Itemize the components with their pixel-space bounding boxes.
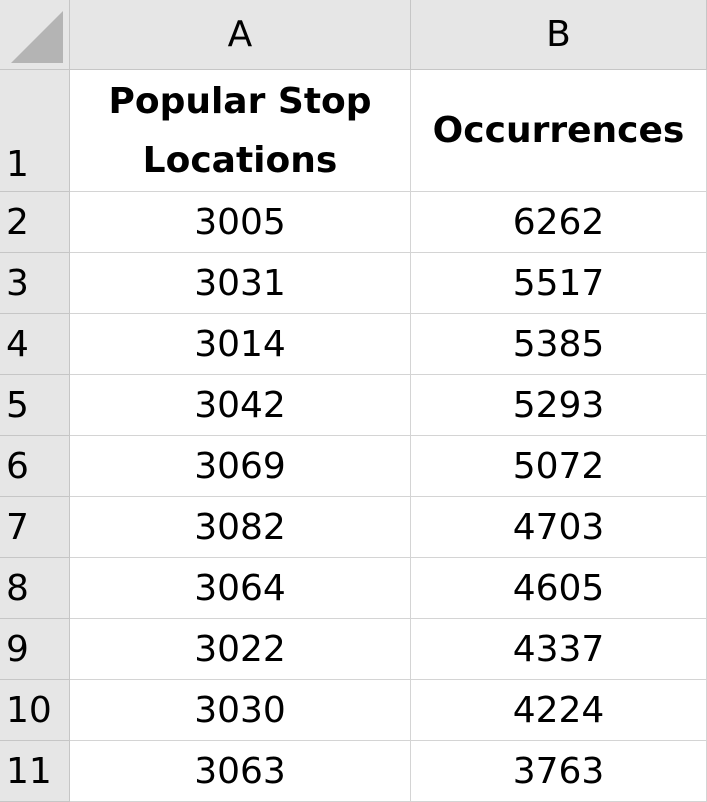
row-header[interactable]: 10 [0, 680, 70, 741]
cell-occurrences[interactable]: 4605 [411, 558, 707, 619]
row-header[interactable]: 3 [0, 253, 70, 314]
column-header-b[interactable]: B [411, 0, 707, 70]
row-header[interactable]: 5 [0, 375, 70, 436]
cell-occurrences[interactable]: 5517 [411, 253, 707, 314]
cell-occurrences[interactable]: 5072 [411, 436, 707, 497]
cell-a1-line1: Popular Stop [108, 80, 372, 122]
cell-location[interactable]: 3031 [70, 253, 411, 314]
cell-occurrences[interactable]: 5385 [411, 314, 707, 375]
row-header[interactable]: 2 [0, 192, 70, 253]
cell-location[interactable]: 3042 [70, 375, 411, 436]
row-header[interactable]: 9 [0, 619, 70, 680]
cell-location[interactable]: 3082 [70, 497, 411, 558]
cell-occurrences[interactable]: 3763 [411, 741, 707, 802]
column-header-a[interactable]: A [70, 0, 411, 70]
cell-location[interactable]: 3030 [70, 680, 411, 741]
cell-b1[interactable]: Occurrences [411, 70, 707, 192]
row-header[interactable]: 4 [0, 314, 70, 375]
cell-location[interactable]: 3064 [70, 558, 411, 619]
cell-occurrences[interactable]: 5293 [411, 375, 707, 436]
cell-occurrences[interactable]: 4337 [411, 619, 707, 680]
row-header[interactable]: 7 [0, 497, 70, 558]
cell-location[interactable]: 3063 [70, 741, 411, 802]
row-header[interactable]: 11 [0, 741, 70, 802]
row-header[interactable]: 6 [0, 436, 70, 497]
cell-occurrences[interactable]: 4703 [411, 497, 707, 558]
select-all-corner[interactable] [0, 0, 70, 70]
select-all-triangle-icon [11, 11, 63, 63]
cell-location[interactable]: 3014 [70, 314, 411, 375]
cell-location[interactable]: 3022 [70, 619, 411, 680]
row-header[interactable]: 8 [0, 558, 70, 619]
cell-a1-line2: Locations [142, 139, 338, 181]
cell-a1[interactable]: Popular Stop Locations [70, 70, 411, 192]
cell-location[interactable]: 3005 [70, 192, 411, 253]
row-header-1[interactable]: 1 [0, 70, 70, 192]
cell-occurrences[interactable]: 6262 [411, 192, 707, 253]
cell-occurrences[interactable]: 4224 [411, 680, 707, 741]
cell-location[interactable]: 3069 [70, 436, 411, 497]
